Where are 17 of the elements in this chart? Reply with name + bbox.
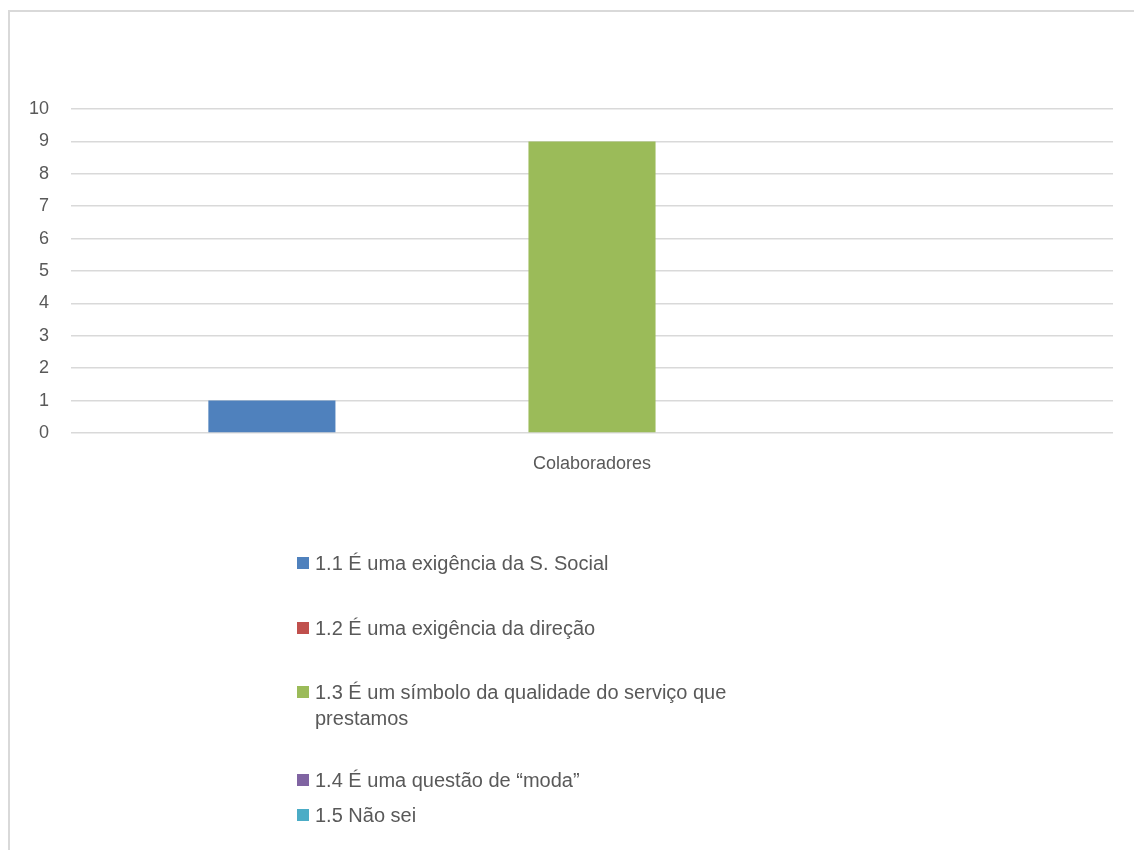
y-tick-label: 5 [38, 259, 49, 280]
y-tick-label: 9 [38, 130, 49, 151]
y-tick-label: 10 [28, 97, 49, 118]
y-tick-label: 1 [38, 389, 49, 410]
legend-label: 1.1 É uma exigência da S. Social [315, 551, 610, 576]
y-tick-label: 0 [38, 421, 49, 442]
y-tick-label: 6 [38, 227, 49, 248]
legend-label: 1.2 É uma exigência da direção [315, 616, 597, 641]
x-tick-label: Colaboradores [532, 452, 652, 473]
y-tick-label: 3 [38, 324, 49, 345]
y-tick-label: 7 [38, 195, 49, 216]
legend-label: 1.4 É uma questão de “moda” [315, 768, 581, 793]
y-tick-label: 2 [38, 357, 49, 378]
legend-label: 1.3 É um símbolo da qualidade do serviço que prestamos [315, 680, 728, 731]
y-tick-label: 8 [38, 162, 49, 183]
y-tick-label: 4 [38, 292, 49, 313]
legend-label: 1.5 Não sei [315, 803, 418, 828]
